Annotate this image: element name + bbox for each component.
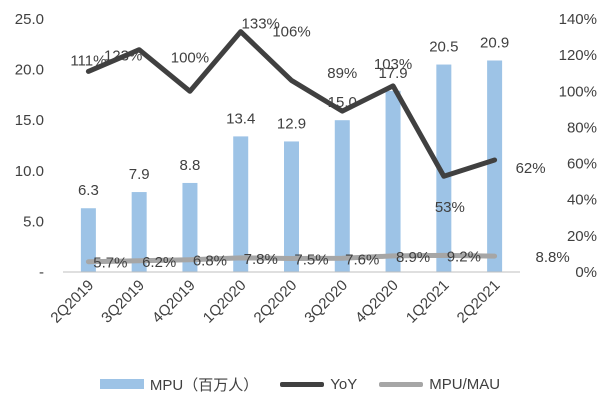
bar-value-label: 6.3 (78, 182, 99, 199)
x-tick-label: 3Q2019 (98, 277, 148, 327)
mpu-mau-value-label: 7.5% (294, 251, 328, 268)
mpu-mau-value-label: 7.8% (244, 251, 278, 268)
yoy-value-label: 103% (374, 56, 412, 73)
y-left-tick-label: 15.0 (15, 112, 44, 129)
yoy-value-label: 62% (516, 160, 546, 177)
bar-value-label: 7.9 (129, 166, 150, 183)
yoy-value-label: 123% (104, 48, 142, 65)
x-tick-label: 1Q2020 (200, 277, 250, 327)
x-tick-label: 2Q2020 (251, 277, 301, 327)
mpu-mau-value-label: 6.8% (193, 253, 227, 270)
y-right-tick-label: 40% (567, 192, 597, 209)
legend-swatch-mpu-mau (379, 381, 424, 387)
legend-swatch-yoy (280, 381, 325, 387)
labels-layer: 6.3 7.9 8.8 13.4 12.9 15.0 17.9 20.5 20.9 111%123… (70, 16, 569, 272)
y-left-tick-label: - (39, 264, 44, 281)
bar-value-label: 8.8 (180, 157, 201, 174)
bar-4Q2019 (182, 182, 198, 272)
yoy-value-label: 133% (242, 16, 280, 33)
yoy-value-label: 111% (70, 52, 106, 69)
yoy-value-label: 106% (272, 23, 310, 40)
bar-2Q2019 (80, 208, 96, 272)
bar-value-label: 12.9 (277, 115, 306, 132)
y-left-tick-label: 25.0 (15, 11, 44, 28)
y-right-tick-label: 120% (559, 47, 597, 64)
bar-2Q2020 (284, 141, 299, 272)
y-right-tick-label: 140% (559, 11, 597, 28)
yoy-value-label: 89% (327, 65, 357, 82)
line-mpu-mau (85, 252, 498, 265)
mpu-mau-value-label: 9.2% (447, 248, 481, 265)
yoy-value-label: 53% (435, 199, 465, 216)
x-tick-label: 2Q2019 (47, 277, 97, 327)
line-yoy (85, 29, 498, 179)
x-tick-label: 4Q2019 (149, 277, 199, 327)
y-right-tick-label: 100% (559, 83, 597, 100)
bar-value-label: 20.5 (429, 39, 458, 56)
x-tick-label: 4Q2020 (352, 277, 402, 327)
bar-4Q2020 (385, 90, 401, 273)
x-tick-label: 1Q2021 (403, 277, 453, 327)
legend: MPU（百万人） YoY MPU/MAU (0, 372, 600, 396)
bar-value-label: 13.4 (226, 110, 255, 127)
y-left-tick-label: 10.0 (15, 163, 44, 180)
bar-1Q2020 (233, 136, 249, 272)
legend-item-mpu: MPU（百万人） (99, 374, 259, 395)
y-right-tick-label: 60% (567, 156, 597, 173)
bar-3Q2020 (334, 120, 350, 272)
mpu-mau-value-label: 7.6% (345, 251, 379, 268)
legend-label-mpu: MPU（百万人） (149, 376, 259, 394)
x-tick-label: 2Q2021 (454, 277, 504, 327)
bar-value-label: 20.9 (480, 34, 509, 51)
legend-item-mpu-mau: MPU/MAU (379, 376, 500, 393)
legend-label-mpu-mau: MPU/MAU (429, 375, 501, 393)
mpu-mau-value-label: 5.7% (93, 255, 127, 272)
legend-item-yoy: YoY (280, 376, 357, 393)
mpu-mau-value-label: 6.2% (142, 254, 176, 271)
mpu-mau-value-label: 8.8% (536, 249, 570, 266)
legend-label-yoy: YoY (330, 375, 358, 393)
bar-2Q2021 (487, 60, 503, 272)
bar-value-label: 15.0 (328, 94, 357, 111)
mpu-mau-value-label: 8.9% (396, 249, 430, 266)
y-right-tick-label: 20% (567, 228, 597, 245)
lines-layer (85, 29, 498, 265)
y-right-tick-label: 80% (567, 119, 597, 136)
y-left-tick-label: 20.0 (15, 62, 44, 79)
bar-3Q2019 (131, 192, 147, 272)
bars-layer (80, 60, 503, 273)
legend-swatch-mpu (99, 379, 144, 389)
bar-1Q2021 (436, 64, 452, 272)
y-right-tick-label: 0% (575, 264, 597, 281)
bar-value-label: 17.9 (378, 65, 407, 82)
yoy-value-label: 100% (171, 49, 209, 66)
y-left-tick-label: 5.0 (23, 213, 44, 230)
x-tick-label: 3Q2020 (301, 277, 351, 327)
